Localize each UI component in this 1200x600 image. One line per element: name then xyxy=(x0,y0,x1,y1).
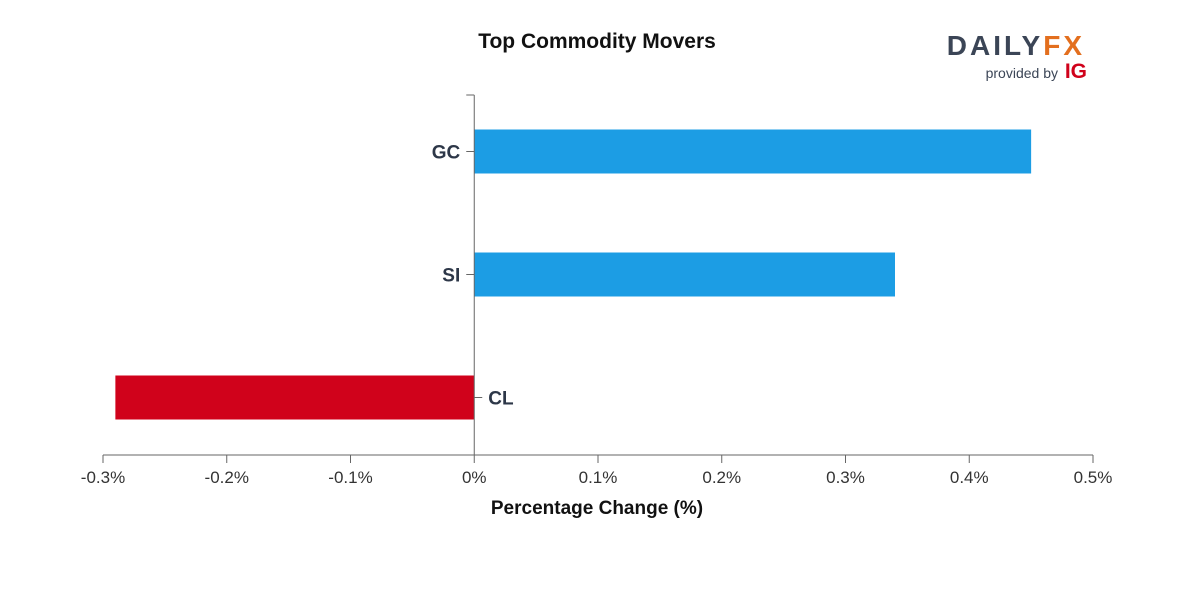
ig-logo: IG xyxy=(1064,60,1087,83)
x-axis-title: Percentage Change (%) xyxy=(491,498,703,519)
x-tick-label: -0.3% xyxy=(81,468,125,487)
category-label-gc: GC xyxy=(432,143,461,164)
x-tick-label: -0.2% xyxy=(205,468,249,487)
category-label-si: SI xyxy=(442,266,460,287)
bar-si xyxy=(474,252,895,297)
logo-word-right: FX xyxy=(1043,30,1085,61)
category-label-cl: CL xyxy=(488,389,514,410)
logo-wordmark: DAILYFX xyxy=(947,30,1085,62)
x-tick-label: 0.3% xyxy=(826,468,865,487)
bar-cl xyxy=(115,375,475,420)
bar-gc xyxy=(474,129,1032,174)
x-tick-label: -0.1% xyxy=(328,468,372,487)
x-tick-label: 0.5% xyxy=(1074,468,1113,487)
logo-word-left: DAILY xyxy=(946,30,1044,61)
chart-title: Top Commodity Movers xyxy=(478,30,716,53)
x-tick-label: 0.1% xyxy=(579,468,618,487)
logo-provided-by: provided by xyxy=(985,65,1058,81)
x-tick-label: 0.2% xyxy=(702,468,741,487)
x-tick-label: 0% xyxy=(462,468,487,487)
dailyfx-logo: DAILYFX provided by IG xyxy=(930,30,1090,86)
x-tick-label: 0.4% xyxy=(950,468,989,487)
